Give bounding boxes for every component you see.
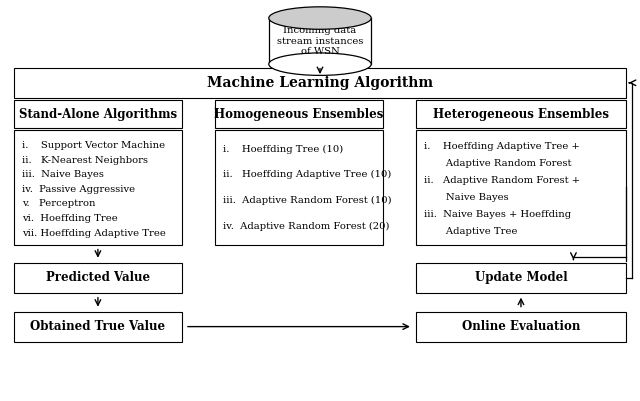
Bar — [416, 130, 626, 245]
Bar — [14, 100, 182, 128]
Bar — [215, 100, 383, 128]
Text: Incoming data
stream instances
of WSN: Incoming data stream instances of WSN — [277, 26, 363, 56]
Text: Heterogeneous Ensembles: Heterogeneous Ensembles — [433, 108, 609, 121]
Text: Obtained True Value: Obtained True Value — [30, 320, 166, 333]
Text: i.    Hoeffding Adaptive Tree +: i. Hoeffding Adaptive Tree + — [424, 142, 579, 151]
Bar — [416, 263, 626, 293]
Bar — [14, 130, 182, 245]
Bar — [215, 130, 383, 245]
Text: Adaptive Random Forest: Adaptive Random Forest — [424, 159, 571, 168]
Text: ii.   Hoeffding Adaptive Tree (10): ii. Hoeffding Adaptive Tree (10) — [223, 170, 391, 179]
Bar — [14, 312, 182, 342]
Text: vi.  Hoeffding Tree: vi. Hoeffding Tree — [22, 214, 118, 223]
Text: i.    Hoeffding Tree (10): i. Hoeffding Tree (10) — [223, 145, 343, 154]
Text: Stand-Alone Algorithms: Stand-Alone Algorithms — [19, 108, 177, 121]
Text: Naive Bayes: Naive Bayes — [424, 193, 508, 202]
Ellipse shape — [269, 53, 371, 75]
Text: Online Evaluation: Online Evaluation — [462, 320, 580, 333]
Text: iv.  Adaptive Random Forest (20): iv. Adaptive Random Forest (20) — [223, 221, 389, 231]
Text: Predicted Value: Predicted Value — [46, 271, 150, 284]
Text: Adaptive Tree: Adaptive Tree — [424, 227, 517, 236]
Text: Update Model: Update Model — [475, 271, 567, 284]
Text: ii.   K-Nearest Neighbors: ii. K-Nearest Neighbors — [22, 156, 148, 164]
Bar — [416, 312, 626, 342]
Text: Homogeneous Ensembles: Homogeneous Ensembles — [214, 108, 383, 121]
Text: i.    Support Vector Machine: i. Support Vector Machine — [22, 141, 165, 150]
Text: v.   Perceptron: v. Perceptron — [22, 199, 95, 209]
Text: iv.  Passive Aggressive: iv. Passive Aggressive — [22, 185, 135, 194]
Text: iii.  Naive Bayes + Hoeffding: iii. Naive Bayes + Hoeffding — [424, 210, 571, 219]
Text: iii.  Naive Bayes: iii. Naive Bayes — [22, 170, 104, 179]
Ellipse shape — [269, 7, 371, 29]
Bar — [14, 263, 182, 293]
Bar — [14, 68, 626, 98]
Text: Machine Learning Algorithm: Machine Learning Algorithm — [207, 76, 433, 90]
Text: iii.  Adaptive Random Forest (10): iii. Adaptive Random Forest (10) — [223, 196, 391, 205]
Text: vii. Hoeffding Adaptive Tree: vii. Hoeffding Adaptive Tree — [22, 229, 166, 238]
Bar — [416, 100, 626, 128]
Text: ii.   Adaptive Random Forest +: ii. Adaptive Random Forest + — [424, 176, 580, 185]
